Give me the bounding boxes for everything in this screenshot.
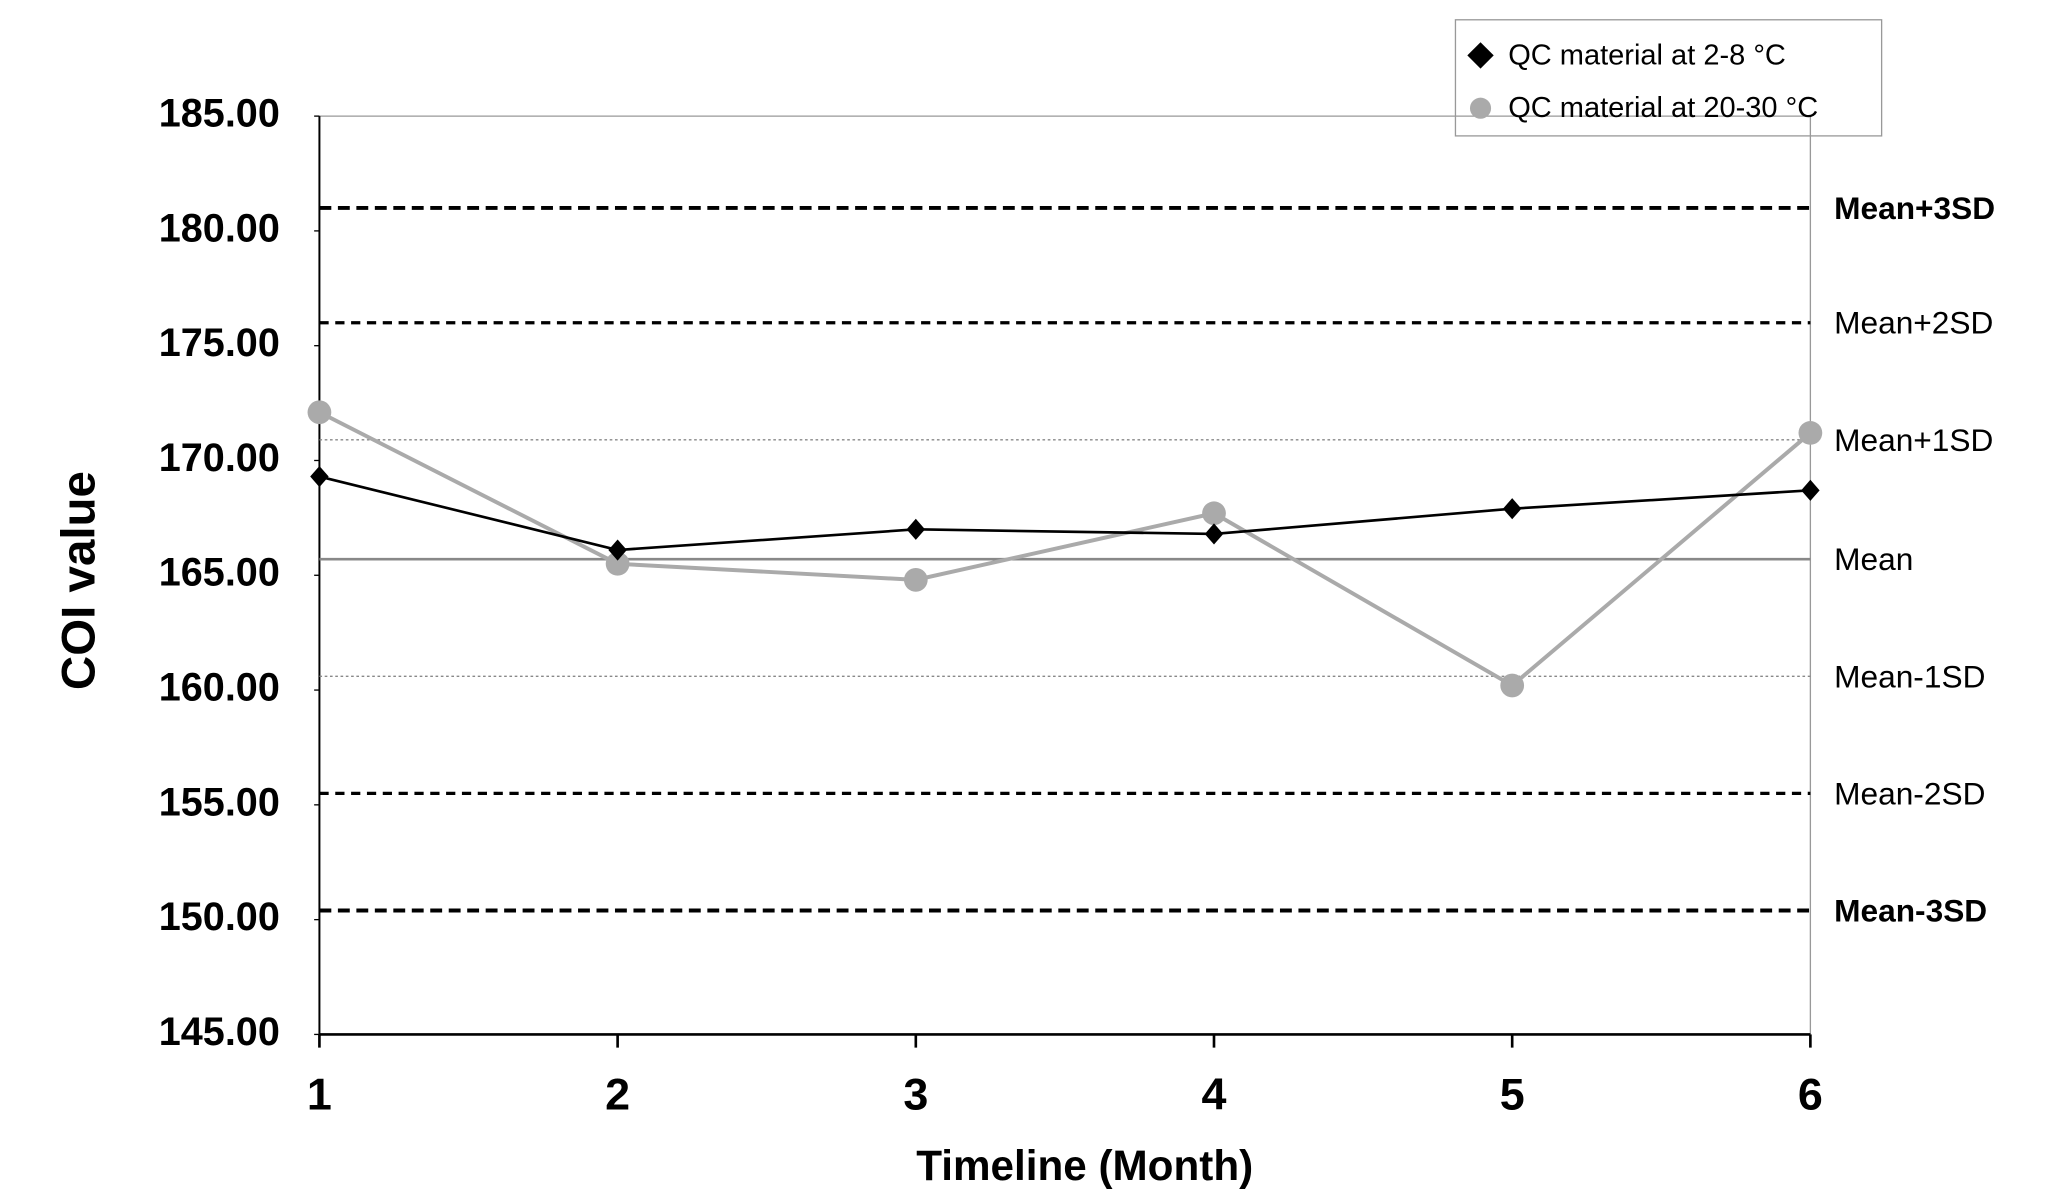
y-tick-label: 165.00 bbox=[159, 551, 280, 595]
series-line bbox=[319, 475, 1811, 552]
data-point bbox=[903, 567, 928, 592]
legend-label: QC material at 2-8 °C bbox=[1508, 39, 1786, 71]
data-point bbox=[906, 518, 926, 540]
reference-label: Mean+3SD bbox=[1834, 190, 1995, 226]
y-tick-label: 150.00 bbox=[159, 895, 280, 939]
reference-label: Mean+2SD bbox=[1834, 305, 1993, 341]
y-axis-label: COI value bbox=[52, 471, 105, 690]
data-point bbox=[1500, 673, 1525, 698]
y-tick-label: 145.00 bbox=[159, 1010, 280, 1054]
data-point bbox=[1801, 479, 1820, 501]
x-axis-label: Timeline (Month) bbox=[916, 1142, 1253, 1189]
data-point bbox=[310, 465, 329, 488]
y-tick-label: 185.00 bbox=[159, 92, 280, 136]
y-tick-label: 155.00 bbox=[159, 780, 280, 824]
x-tick-label: 6 bbox=[1798, 1069, 1823, 1120]
x-tick-label: 1 bbox=[307, 1069, 332, 1120]
x-tick-label: 2 bbox=[605, 1069, 630, 1120]
series-line bbox=[318, 410, 1812, 688]
reference-label: Mean bbox=[1834, 541, 1913, 577]
y-tick-label: 170.00 bbox=[159, 436, 280, 480]
data-point bbox=[1798, 421, 1823, 445]
x-tick-label: 4 bbox=[1202, 1069, 1227, 1120]
y-tick-label: 175.00 bbox=[159, 321, 280, 365]
reference-label: Mean-2SD bbox=[1834, 775, 1985, 811]
data-point bbox=[1502, 498, 1522, 520]
legend-label: QC material at 20-30 °C bbox=[1508, 92, 1818, 124]
reference-label: Mean-3SD bbox=[1834, 892, 1987, 928]
data-point bbox=[1202, 501, 1226, 526]
reference-label: Mean+1SD bbox=[1834, 422, 1993, 458]
y-tick-label: 180.00 bbox=[159, 206, 280, 250]
x-tick-label: 3 bbox=[903, 1069, 928, 1120]
data-point bbox=[307, 400, 332, 425]
legend-marker bbox=[1469, 97, 1492, 119]
reference-label: Mean-1SD bbox=[1834, 658, 1985, 694]
data-point bbox=[1204, 523, 1224, 545]
x-tick-label: 5 bbox=[1500, 1069, 1525, 1120]
y-tick-label: 160.00 bbox=[159, 666, 280, 710]
data-point bbox=[605, 551, 630, 576]
